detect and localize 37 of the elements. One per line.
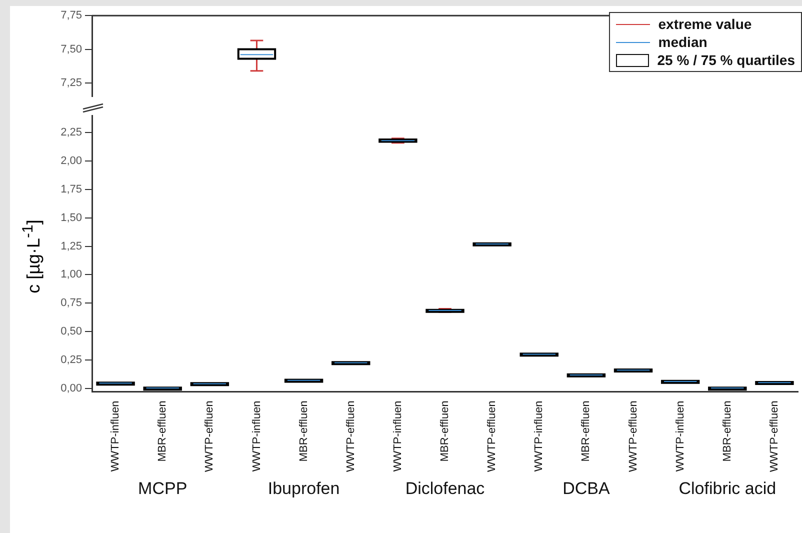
text: MCPP (138, 479, 188, 498)
y-tick-label: 2,00 (60, 155, 82, 168)
x-tick-label: MBR-effluen (298, 400, 310, 462)
y-tick-label: 7,75 (60, 10, 82, 22)
y-tick-label: 0,75 (60, 297, 82, 310)
text: Clofibric acid (678, 479, 776, 498)
y-tick-label: 2,25 (60, 126, 82, 139)
x-tick-label: WWTP-effluen (768, 400, 780, 472)
text: Diclofenac (405, 479, 486, 498)
annotation: 25 % / 75 % quartiles (657, 52, 795, 68)
x-tick-label: MBR-effluen (580, 400, 592, 462)
annotation: extreme value (658, 16, 752, 32)
x-tick-label: WWTP-influen (250, 400, 263, 472)
x-tick-label: WWTP-effluen (486, 400, 498, 472)
y-tick-label: 0,00 (60, 382, 82, 394)
y-tick-label: 1,25 (60, 240, 82, 252)
x-tick-label: WWTP-effluen (627, 400, 640, 472)
y-tick-label: 1,75 (60, 183, 82, 196)
y-tick-label: 7,50 (60, 43, 82, 56)
x-tick-label: WWTP-effluen (344, 400, 357, 472)
x-tick-label: MBR-effluen (439, 400, 452, 462)
x-tick-label: WWTP-influen (533, 400, 546, 472)
y-tick-label: 0,25 (60, 354, 82, 366)
text: Ibuprofen (268, 479, 340, 498)
y-tick-label: 1,50 (60, 212, 82, 224)
x-tick-label: WWTP-influen (674, 400, 686, 472)
key-panel: extreme value median 25 % / 75 % quartiles (609, 12, 802, 72)
x-tick-label: WWTP-influen (110, 400, 122, 472)
x-tick-label: WWTP-influen (392, 400, 404, 472)
x-tick-label: WWTP-effluen (204, 400, 216, 472)
x-tick-label: MBR-effluen (156, 400, 169, 462)
text: DCBA (562, 479, 610, 498)
y-tick-label: 0,50 (60, 326, 82, 338)
y-tick-label: 7,25 (60, 76, 82, 89)
annotation: median (658, 34, 708, 50)
y-tick-label: 1,00 (60, 268, 82, 281)
x-tick-label: MBR-effluen (721, 400, 734, 462)
